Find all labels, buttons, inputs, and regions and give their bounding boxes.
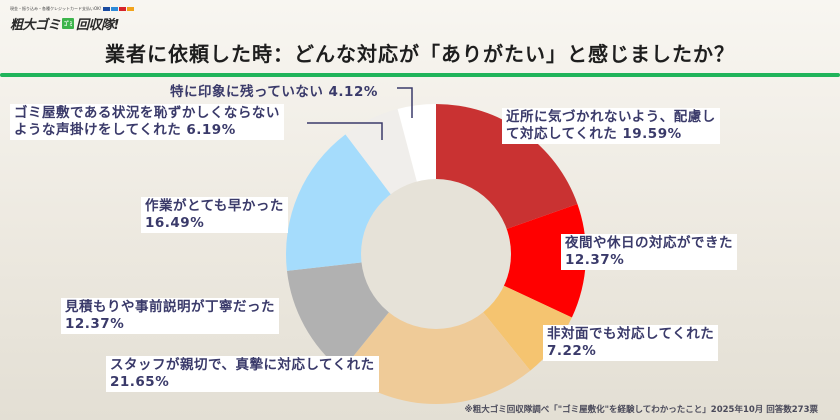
leader-line-l7	[397, 87, 413, 118]
label-value: ような声掛けをしてくれた 6.19%	[14, 122, 236, 138]
label-fast-work: 作業がとても早かった 16.49%	[141, 197, 288, 233]
label-no-impression: 特に印象に残っていない 4.12%	[170, 80, 378, 100]
source-footnote: ※粗大ゴミ回収隊調べ「"ゴミ屋敷化"を経験してわかったこと」2025年10月 回…	[464, 405, 818, 415]
chart-title: 業者に依頼した時：どんな対応が「ありがたい」と感じましたか？	[105, 42, 735, 66]
donut-hole	[361, 179, 511, 329]
payment-cards-icon	[103, 7, 135, 11]
label-value: て対応してくれた 19.59%	[506, 126, 682, 142]
donut-slice	[341, 254, 531, 405]
label-night-holiday: 夜間や休日の対応ができた 12.37%	[561, 234, 737, 270]
title-divider	[0, 73, 840, 77]
label-neighbors: 近所に気づかれないよう、配慮し て対応してくれた 19.59%	[502, 108, 720, 144]
label-non-contact: 非対面でも対応してくれた 7.22%	[543, 325, 719, 361]
label-text: 特に印象に残っていない 4.12%	[170, 84, 378, 100]
brand-tagline: 現金・振り込み・各種クレジットカード支払いOK!	[10, 6, 102, 11]
label-text: 近所に気づかれないよう、配慮し	[506, 109, 716, 125]
brand-name: 粗大ゴミ ｺﾞﾐ 回収隊!	[10, 14, 140, 33]
label-value: 12.37%	[565, 252, 625, 268]
leader-line-l6	[307, 122, 383, 140]
label-text: 夜間や休日の対応ができた	[565, 235, 733, 251]
card-icon	[127, 7, 135, 11]
label-text: ゴミ屋敷である状況を恥ずかしくならない	[14, 105, 280, 121]
label-text: スタッフが親切で、真摯に対応してくれた	[110, 357, 375, 373]
label-text: 見積もりや事前説明が丁寧だった	[65, 299, 275, 315]
card-icon	[119, 7, 127, 11]
brand-name-part2: 回収隊!	[76, 18, 119, 33]
label-value: 12.37%	[65, 316, 125, 332]
label-value: 7.22%	[547, 343, 597, 359]
donut-slice	[436, 203, 586, 318]
brand-tagline-row: 現金・振り込み・各種クレジットカード支払いOK!	[10, 6, 140, 12]
label-text: 作業がとても早かった	[145, 198, 284, 214]
label-kind-staff: スタッフが親切で、真摯に対応してくれた 21.65%	[106, 356, 379, 392]
brand-name-part1: 粗大ゴミ	[10, 18, 61, 33]
brand-logo: 現金・振り込み・各種クレジットカード支払いOK! 粗大ゴミ ｺﾞﾐ 回収隊!	[10, 6, 140, 34]
label-considerate-words: ゴミ屋敷である状況を恥ずかしくならない ような声掛けをしてくれた 6.19%	[10, 104, 284, 140]
label-text: 非対面でも対応してくれた	[547, 326, 715, 342]
truck-badge-icon: ｺﾞﾐ	[62, 18, 75, 29]
card-icon	[103, 7, 111, 11]
label-careful-estimate: 見積もりや事前説明が丁寧だった 12.37%	[61, 298, 279, 334]
label-value: 16.49%	[145, 215, 205, 231]
label-value: 21.65%	[110, 374, 170, 390]
card-icon	[111, 7, 119, 11]
